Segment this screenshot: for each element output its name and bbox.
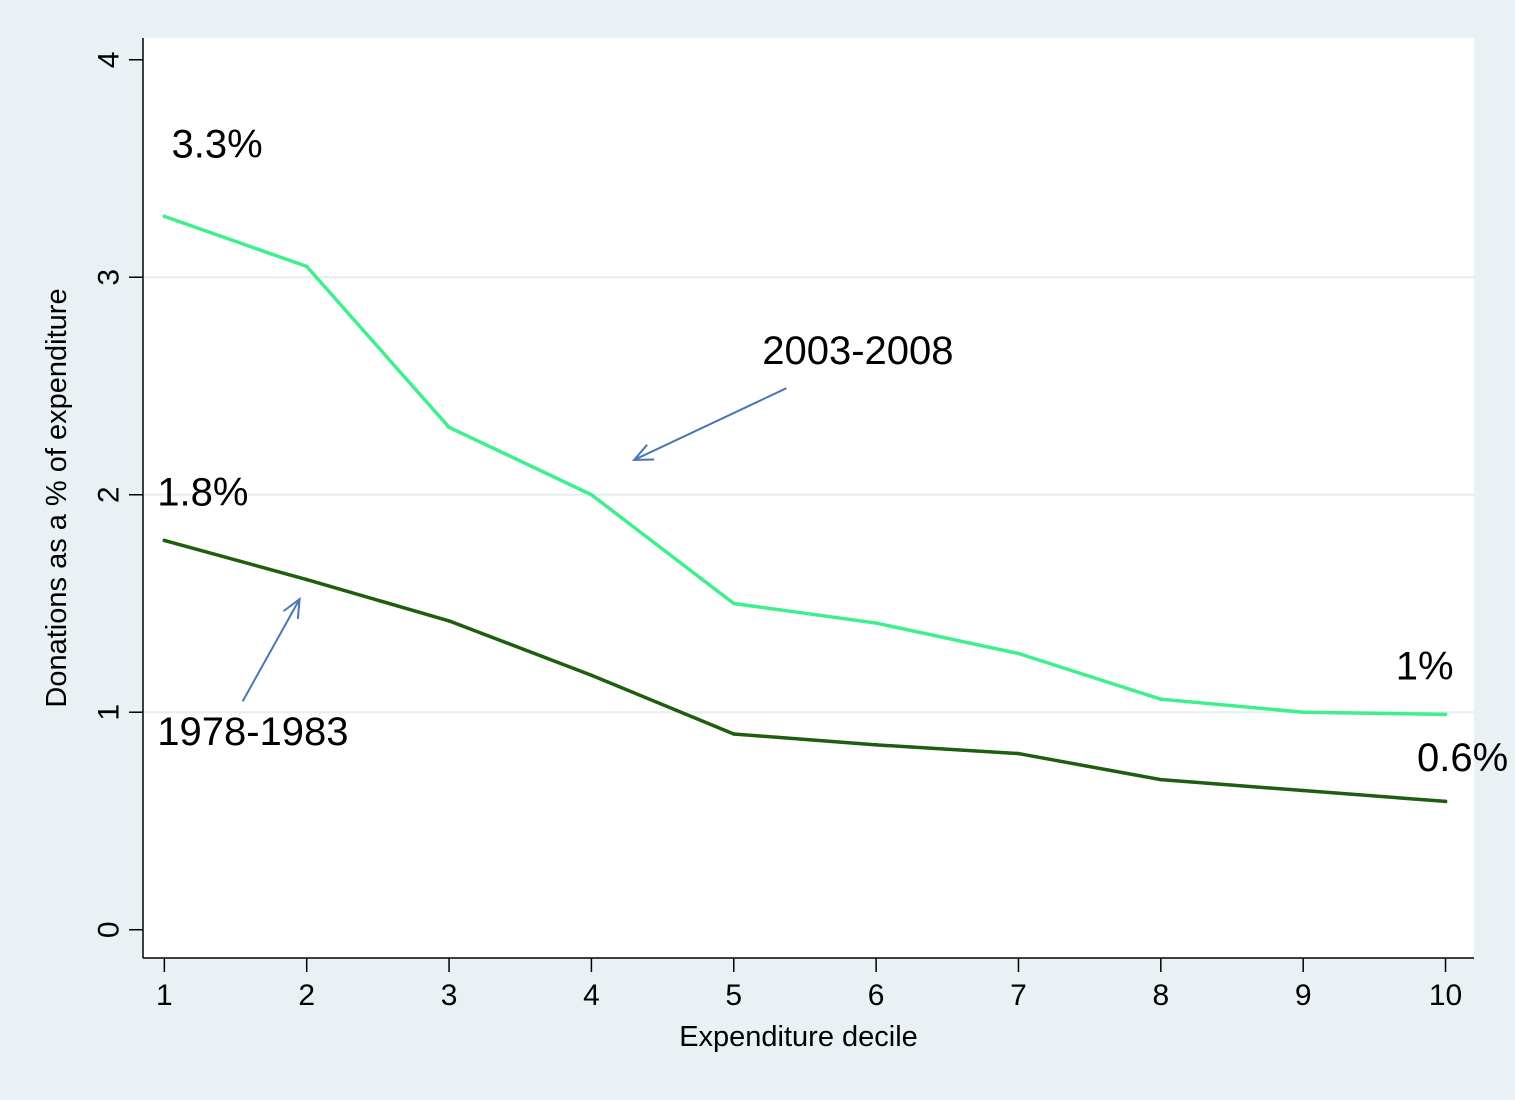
plot-area: [143, 38, 1474, 958]
annotation-label: 3.3%: [171, 123, 262, 167]
series-0-point: [162, 214, 167, 219]
series-0-point: [1016, 651, 1021, 656]
x-tick-label: 4: [583, 979, 600, 1012]
series-line-1: [162, 538, 1448, 804]
annotation-arrow-head: [631, 444, 655, 461]
x-tick-label: 3: [441, 979, 458, 1012]
series-1-point: [1443, 799, 1448, 804]
annotation-label: 1978-1983: [157, 710, 348, 754]
series-0-point: [1443, 712, 1448, 717]
annotation-arrow-shaft: [241, 598, 301, 702]
y-tick-label: 2: [93, 486, 126, 503]
annotation-arrow-shaft: [633, 387, 787, 461]
series-line-0: [162, 214, 1448, 717]
x-tick-label: 9: [1295, 979, 1312, 1012]
series-0-point: [447, 425, 451, 430]
x-axis-title: Expenditure decile: [679, 1021, 918, 1053]
series-1-point: [731, 732, 736, 736]
series-0-point: [1301, 710, 1305, 715]
annotation-label: 0.6%: [1417, 736, 1508, 780]
y-axis-title: Donations as a % of expenditure: [41, 288, 73, 707]
y-tick-label: 3: [93, 269, 126, 286]
y-tick-label: 1: [93, 704, 126, 721]
series-0-point: [731, 601, 736, 606]
x-tick-label: 8: [1152, 979, 1169, 1012]
series-0-point: [874, 621, 878, 625]
y-tick-label: 4: [93, 51, 126, 68]
series-0-point: [589, 492, 594, 497]
series-1-point: [162, 538, 167, 543]
annotation-arrow-head: [282, 596, 301, 620]
series-1-point: [589, 673, 594, 678]
series-1-point: [447, 619, 451, 623]
x-tick-label: 7: [1010, 979, 1027, 1012]
annotation-label: 2003-2008: [762, 329, 953, 373]
annotation-label: 1.8%: [157, 471, 248, 515]
x-tick-label: 5: [725, 979, 742, 1012]
x-tick-label: 10: [1429, 979, 1462, 1012]
x-tick-label: 2: [298, 979, 315, 1012]
annotation-label: 1%: [1396, 645, 1454, 689]
series-1-point: [304, 577, 309, 582]
series-1-point: [1159, 777, 1163, 782]
series-1-point: [1301, 788, 1305, 793]
series-0-point: [1159, 697, 1163, 701]
series-1-point: [874, 743, 878, 747]
x-tick-label: 1: [156, 979, 173, 1012]
y-tick-label: 0: [93, 921, 126, 938]
series-1-point: [1016, 751, 1021, 756]
series-0-point: [304, 264, 309, 269]
x-tick-label: 6: [868, 979, 885, 1012]
